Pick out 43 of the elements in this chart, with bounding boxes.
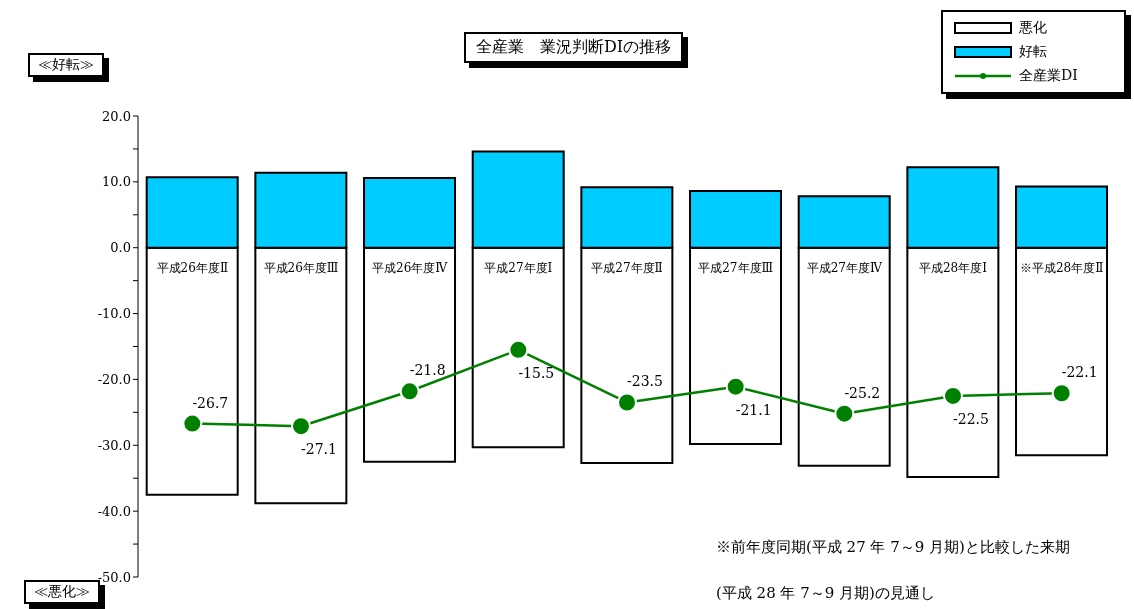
legend-label: 全産業DI xyxy=(1019,67,1078,85)
point xyxy=(182,413,203,434)
y-tick-label: -50.0 xyxy=(97,569,131,585)
y-tick-label: -20.0 xyxy=(97,372,131,388)
data-label: -22.5 xyxy=(953,410,989,427)
data-label: -26.7 xyxy=(192,394,229,411)
point xyxy=(399,381,420,402)
x-tick-label: 平成27年度Ⅰ xyxy=(484,260,553,275)
x-tick-label: 平成26年度Ⅲ xyxy=(263,260,339,275)
x-tick-label: 平成26年度Ⅳ xyxy=(372,260,449,275)
point xyxy=(725,376,746,397)
x-tick-label: 平成26年度Ⅱ xyxy=(156,260,229,275)
data-label: -22.1 xyxy=(1061,364,1098,381)
x-tick-label: ※平成28年度Ⅱ xyxy=(1019,260,1104,275)
y-tick-label: -10.0 xyxy=(97,306,131,322)
legend-label: 悪化 xyxy=(1019,19,1047,37)
annotation: ※前年度同期(平成 27 年 7～9 月期)と比較した来期 xyxy=(716,538,1070,557)
y-tick-label: -40.0 xyxy=(97,503,131,519)
data-label: -23.5 xyxy=(627,373,663,390)
point xyxy=(291,416,311,437)
point xyxy=(834,403,855,424)
x-tick-label: 平成27年度Ⅱ xyxy=(591,260,663,275)
data-label: -15.5 xyxy=(518,364,555,381)
point xyxy=(617,392,637,413)
point xyxy=(1051,383,1072,404)
point xyxy=(508,339,529,360)
y-tick-label: 10.0 xyxy=(102,174,131,190)
data-label: -21.1 xyxy=(735,401,772,418)
text: (平成 28 年 7～9 月期)の見通し xyxy=(716,584,935,603)
y-tick-label: -30.0 xyxy=(97,437,131,453)
x-tick-label: 平成27年度Ⅳ xyxy=(806,260,883,275)
chart-title: 全産業 業況判断DIの推移 xyxy=(464,32,684,63)
x-tick-label: 平成28年度Ⅰ xyxy=(918,260,988,275)
y-tick-label: 0.0 xyxy=(110,240,131,256)
text: ≪悪化≫ xyxy=(34,583,90,599)
legend-label: 好転 xyxy=(1019,43,1047,61)
data-label: -21.8 xyxy=(409,362,446,379)
data-label: -25.2 xyxy=(844,384,881,401)
point xyxy=(943,385,963,406)
y-tick-label: 20.0 xyxy=(102,108,131,124)
data-label: -27.1 xyxy=(301,441,337,458)
x-tick-label: 平成27年度Ⅲ xyxy=(698,260,774,275)
text: ≪好転≫ xyxy=(28,53,104,77)
